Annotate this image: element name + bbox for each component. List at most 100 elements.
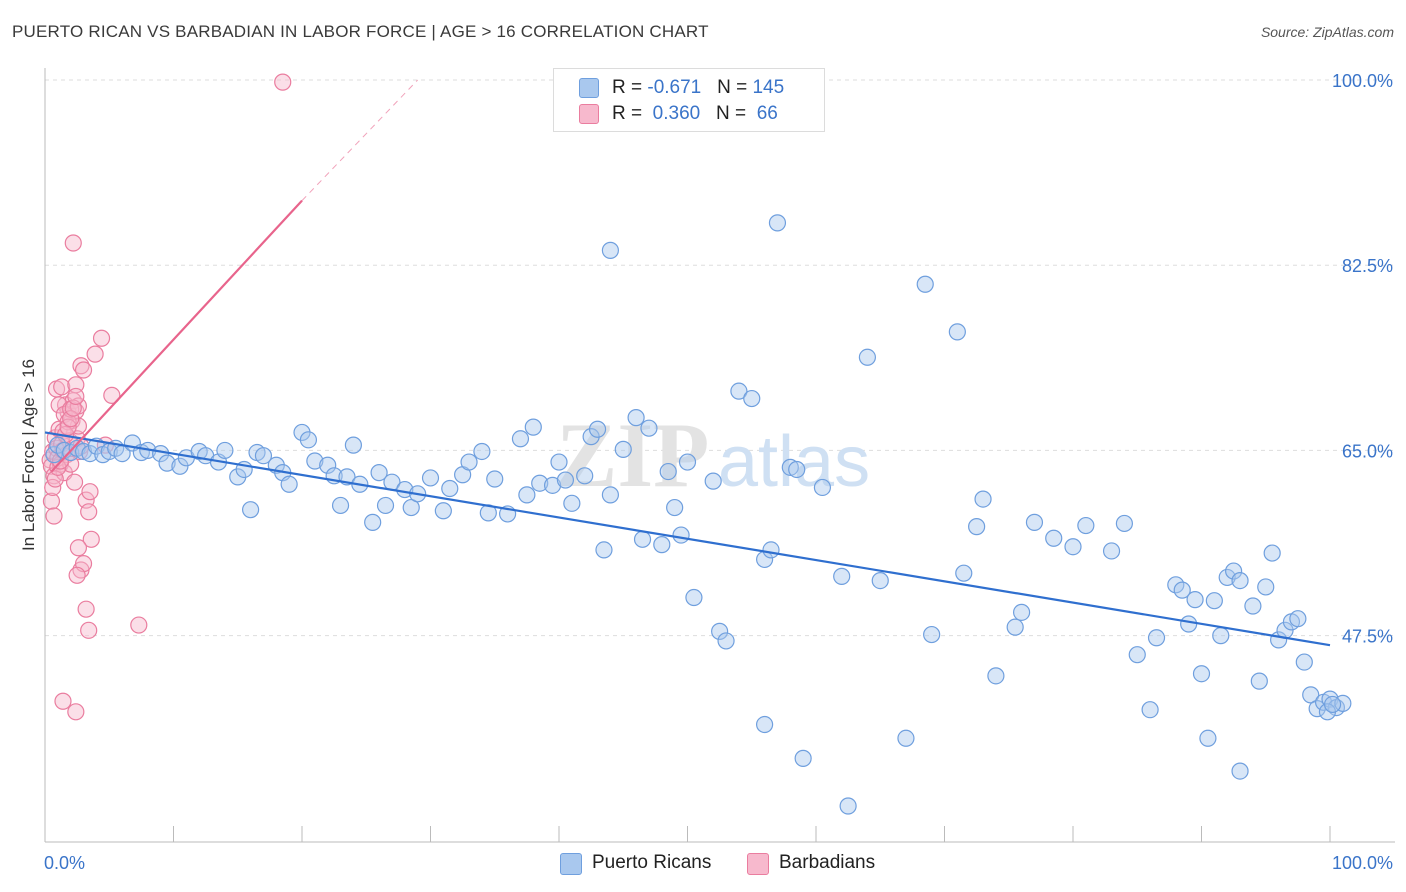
barbadian-point xyxy=(74,361,93,379)
puerto-rican-point xyxy=(511,430,530,448)
puerto-rican-point xyxy=(543,476,562,494)
legend-r-value: -0.671 xyxy=(647,77,702,98)
puerto-rican-point xyxy=(1025,513,1044,531)
barbadian-point xyxy=(68,566,86,584)
puerto-rican-point xyxy=(344,436,362,454)
barbadians-trendline xyxy=(50,199,303,473)
puerto-rican-point xyxy=(563,494,581,512)
puerto-rican-point xyxy=(653,536,671,554)
puerto-rican-point xyxy=(1323,695,1342,714)
puerto-rican-point xyxy=(331,496,350,515)
puerto-rican-point xyxy=(434,502,452,520)
puerto-rican-point xyxy=(678,453,697,471)
puerto-rican-point xyxy=(711,622,729,640)
legend-label: Barbadians xyxy=(779,852,876,873)
puerto-rican-point xyxy=(955,564,973,582)
legend-label: Puerto Ricans xyxy=(592,852,712,873)
puerto-rican-point xyxy=(364,513,382,531)
puerto-rican-point xyxy=(601,241,620,259)
legend-swatch-blue xyxy=(560,853,582,875)
puerto-rican-point xyxy=(1289,610,1307,628)
puerto-rican-point xyxy=(254,447,273,465)
puerto-rican-point xyxy=(633,530,652,548)
legend-n-label: N = xyxy=(716,103,752,124)
puerto-rican-point xyxy=(1102,542,1121,560)
puerto-rican-point xyxy=(730,382,748,400)
puerto-rican-point xyxy=(1045,529,1063,547)
legend-r-value: 0.360 xyxy=(647,103,701,124)
y-axis-label: In Labor Force | Age > 16 xyxy=(19,359,38,551)
correlation-legend: R = -0.671 N = 145 R = 0.360 N = 66 xyxy=(553,68,825,132)
puerto-rican-point xyxy=(743,389,761,408)
puerto-rican-point xyxy=(299,431,318,449)
puerto-rican-point xyxy=(1218,568,1236,587)
chart-source: Source: ZipAtlas.com xyxy=(1260,24,1394,40)
barbadian-point xyxy=(103,386,121,404)
barbadian-point xyxy=(80,503,98,521)
puerto-rican-point xyxy=(839,797,857,815)
puerto-rican-point xyxy=(659,462,677,481)
puerto-rican-point xyxy=(74,442,93,461)
puerto-rican-point xyxy=(486,470,504,488)
barbadian-point xyxy=(130,616,148,634)
barbadian-point xyxy=(92,329,111,347)
puerto-rican-point xyxy=(595,541,613,559)
puerto-rican-point xyxy=(666,498,684,517)
puerto-rican-point xyxy=(421,469,440,487)
puerto-rican-point xyxy=(1231,762,1249,780)
barbadians-points xyxy=(41,73,292,721)
legend-n-value: 145 xyxy=(752,77,785,98)
puerto-rican-point xyxy=(216,441,234,460)
y-tick-label: 65.0% xyxy=(1342,441,1393,461)
puerto-rican-point xyxy=(158,454,176,472)
puerto-rican-point xyxy=(1064,538,1082,556)
barbadian-point xyxy=(45,507,63,525)
puerto-rican-point xyxy=(45,446,63,464)
legend-r-label: R = xyxy=(612,103,648,124)
puerto-rican-point xyxy=(1199,729,1217,747)
y-tick-label: 47.5% xyxy=(1342,627,1393,647)
puerto-rican-point xyxy=(762,541,780,559)
puerto-rican-point xyxy=(897,729,915,747)
puerto-rican-point xyxy=(576,467,594,485)
puerto-rican-point xyxy=(974,490,992,508)
puerto-rican-point xyxy=(1225,562,1243,580)
chart-title: PUERTO RICAN VS BARBADIAN IN LABOR FORCE… xyxy=(12,22,709,41)
barbadian-point xyxy=(69,539,88,557)
puerto-rican-point xyxy=(627,409,645,427)
gridlines xyxy=(45,79,1395,637)
puerto-rican-point xyxy=(1244,597,1262,615)
puerto-rican-point xyxy=(1250,672,1268,690)
puerto-rican-point xyxy=(370,464,388,482)
barbadian-point xyxy=(62,410,80,428)
barbadian-point xyxy=(53,378,71,396)
puerto-rican-point xyxy=(672,526,690,544)
barbadian-point xyxy=(81,483,99,501)
puerto-rican-point xyxy=(1302,686,1320,704)
puerto-rican-point xyxy=(601,486,620,504)
barbadian-point xyxy=(274,73,292,91)
puerto-rican-point xyxy=(1141,701,1159,719)
puerto-rican-point xyxy=(1128,646,1146,664)
puerto-rican-point xyxy=(588,420,607,438)
puerto-rican-point xyxy=(524,418,542,436)
puerto-rican-point xyxy=(1012,603,1031,621)
puerto-rican-point xyxy=(923,625,941,644)
legend-n-label: N = xyxy=(717,77,753,98)
puerto-rican-point xyxy=(1212,627,1230,645)
puerto-rican-point xyxy=(1295,653,1313,671)
puerto-rican-point xyxy=(441,479,459,498)
puerto-rican-point xyxy=(788,460,806,479)
puerto-rican-point xyxy=(781,458,799,476)
puerto-rican-point xyxy=(813,478,832,497)
puerto-rican-point xyxy=(1231,571,1249,590)
legend-n-value: 66 xyxy=(751,103,778,124)
barbadian-point xyxy=(82,530,100,548)
puerto-rican-point xyxy=(473,442,491,461)
trend-lines xyxy=(44,79,1331,647)
puerto-rican-point xyxy=(871,571,889,590)
barbadian-point xyxy=(64,234,82,252)
puerto-rican-point xyxy=(1180,615,1198,633)
puerto-rican-point xyxy=(987,667,1005,685)
